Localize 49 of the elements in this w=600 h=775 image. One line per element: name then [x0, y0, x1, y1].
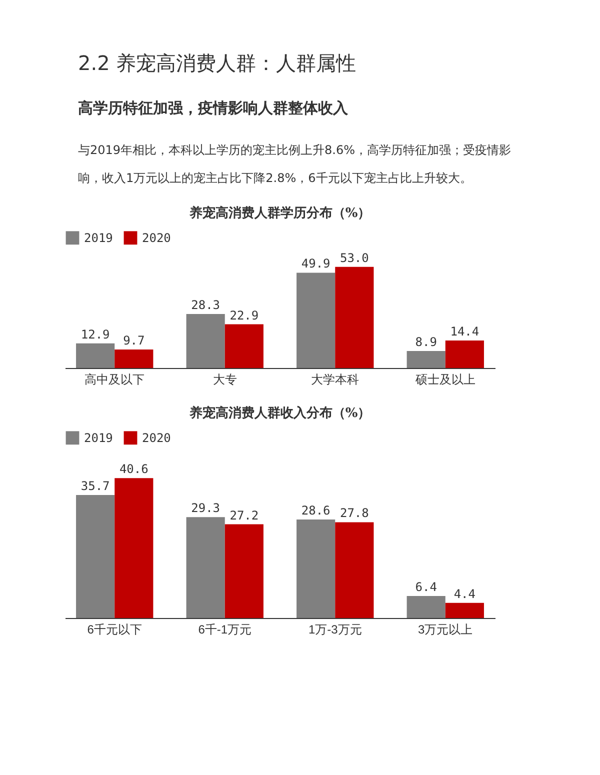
data-label: 28.6	[301, 503, 330, 518]
x-tick-label: 1万-3万元	[308, 622, 362, 636]
data-label: 22.9	[230, 308, 259, 322]
bar	[114, 349, 154, 368]
data-label: 8.9	[415, 335, 437, 350]
bar	[296, 272, 336, 368]
data-label: 28.3	[191, 298, 220, 312]
data-label: 27.2	[230, 508, 259, 522]
bar	[335, 266, 374, 368]
data-label: 29.3	[191, 501, 220, 516]
bar	[406, 351, 446, 368]
bar	[445, 340, 484, 368]
x-tick-label: 6千元以下	[87, 622, 142, 636]
bar	[76, 495, 115, 618]
data-label: 4.4	[454, 586, 476, 601]
data-label: 14.4	[450, 324, 480, 339]
text: 2.2 养宠高消费人群：人群属性	[78, 50, 358, 77]
legend-label: 2020	[142, 230, 171, 245]
chart-title: 养宠高消费人群学历分布（%）	[188, 205, 371, 221]
x-tick-label: 高中及以下	[84, 372, 145, 386]
data-label: 53.0	[340, 250, 369, 265]
data-label: 35.7	[80, 479, 110, 494]
x-tick-label: 3万元以上	[418, 622, 473, 636]
data-label: 27.8	[340, 506, 369, 520]
bar	[224, 324, 264, 368]
chart-title: 养宠高消费人群收入分布（%）	[188, 405, 371, 421]
data-label: 12.9	[80, 327, 110, 342]
legend-label: 2020	[142, 430, 171, 445]
data-label: 40.6	[119, 462, 148, 476]
legend-label: 2019	[84, 430, 113, 445]
bar	[296, 519, 336, 618]
bar	[186, 517, 225, 618]
text: 与2019年相比，本科以上学历的宠主比例上升8.6%，高学历特征加强；受疫情影响，收入1万元以上的宠主占比下降2.8%，6千元以下宠主占比上升较大。	[78, 142, 512, 187]
x-tick-label: 6千-1万元	[198, 622, 252, 636]
data-label: 49.9	[301, 256, 330, 271]
data-label: 9.7	[123, 333, 145, 348]
data-label: 6.4	[415, 580, 437, 594]
x-tick-label: 硕士及以上	[414, 372, 476, 386]
text: 高学历特征加强，疫情影响人群整体收入	[78, 99, 349, 118]
bar	[186, 314, 225, 368]
bar	[406, 596, 446, 618]
bar	[445, 602, 484, 618]
x-tick-label: 大专	[212, 372, 237, 386]
legend-label: 2019	[84, 230, 113, 245]
bar	[114, 478, 154, 618]
bar	[76, 343, 115, 368]
bar	[335, 522, 374, 618]
x-tick-label: 大学本科	[311, 372, 360, 386]
bar	[224, 524, 264, 618]
